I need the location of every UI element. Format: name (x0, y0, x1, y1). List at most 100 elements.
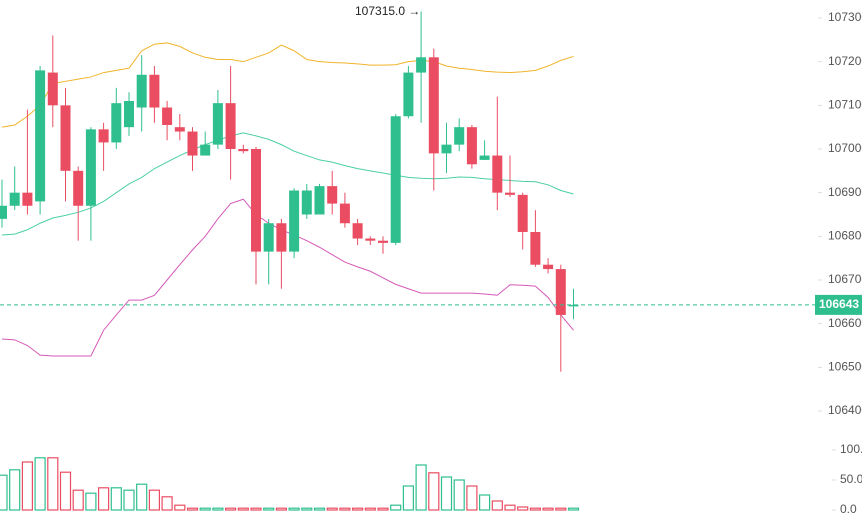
candle-body (505, 192, 515, 195)
y-tick-label: 106700 (828, 272, 862, 286)
y-tick-label: 100.0 (840, 442, 862, 456)
candle-body (111, 103, 122, 143)
candle-body (85, 129, 96, 206)
indicator-line (1, 42, 574, 128)
candle-body (390, 116, 401, 243)
volume-bar (466, 485, 478, 511)
y-tick-label: 107200 (828, 54, 862, 68)
candle-body (212, 103, 223, 145)
y-tick-label: 106500 (828, 360, 862, 374)
volume-bar (542, 507, 554, 511)
volume-bar (402, 485, 414, 511)
volume-bar (72, 489, 84, 511)
volume-bar (529, 507, 542, 511)
candle-body (35, 70, 46, 202)
candle-body (238, 149, 249, 152)
candle-body (98, 129, 109, 143)
volume-bar (352, 507, 364, 511)
candle-body (136, 74, 147, 108)
indicator-line (1, 132, 574, 236)
candle-body (174, 127, 185, 132)
y-tick-label: 107300 (828, 10, 862, 24)
candle-body (339, 203, 350, 224)
volume-bar (415, 464, 427, 511)
volume-bar (288, 507, 300, 511)
volume-bar (326, 507, 338, 511)
volume-bar (275, 507, 287, 511)
volume-bar (161, 496, 173, 511)
volume-bar (148, 489, 160, 511)
indicator-line (1, 198, 574, 357)
candle-body (441, 144, 452, 154)
volume-bar (212, 507, 224, 511)
current-price-label: 106643 (819, 297, 859, 311)
volume-bar (123, 489, 135, 511)
volume-bar (199, 507, 211, 511)
volume-bar (97, 487, 110, 511)
candle-body (187, 131, 198, 156)
y-tick-label: 106900 (828, 185, 862, 199)
candle-body (301, 190, 312, 215)
volume-bar (263, 507, 275, 511)
candle-body (149, 74, 160, 108)
volume-bar (555, 507, 567, 511)
candle-body (555, 269, 566, 315)
current-price-box (815, 294, 862, 315)
volume-bar (339, 507, 351, 511)
volume-bar (479, 494, 491, 511)
max-annotation: 107315.0 → (355, 4, 420, 18)
candle-body (466, 127, 477, 165)
volume-bar (136, 483, 148, 511)
volume-bar (313, 507, 326, 511)
candle-body (568, 304, 579, 307)
y-tick-label: 106600 (828, 316, 862, 330)
y-tick-label: 0.0 (840, 502, 857, 515)
volume-bar (364, 507, 376, 511)
volume-bar (186, 507, 199, 511)
candle-body (416, 57, 427, 73)
candle-body (352, 223, 363, 239)
volume-bar (390, 504, 402, 511)
volume-bar (250, 507, 262, 511)
candle-body (0, 205, 7, 219)
candle-body (9, 192, 20, 206)
volume-bar (85, 492, 97, 511)
volume-bar (21, 461, 33, 511)
y-tick-label: 106800 (828, 229, 862, 243)
candle-body (365, 238, 376, 241)
volume-bar (428, 472, 440, 511)
volume-bar (517, 506, 529, 511)
y-tick-label: 107000 (828, 141, 862, 155)
candle-body (60, 105, 71, 171)
candle-body (454, 127, 465, 145)
y-tick-label: 50.0 (840, 472, 862, 486)
candle-body (378, 240, 388, 243)
y-tick-label: 106400 (828, 403, 862, 417)
volume-bar (567, 507, 580, 511)
candle-body (276, 223, 287, 252)
y-tick-label: 107100 (828, 98, 862, 112)
candle-body (492, 155, 503, 193)
volume-bar (440, 476, 453, 511)
volume-bar (491, 500, 503, 511)
candle-body (403, 72, 414, 117)
volume-bar (225, 507, 237, 511)
volume-bar (34, 457, 46, 511)
candle-body (124, 100, 134, 128)
volume-bar (301, 507, 313, 511)
candle-body (47, 72, 58, 106)
candle-body (162, 107, 173, 125)
candle-body (263, 223, 274, 252)
volume-bar (237, 507, 249, 511)
volume-bar (504, 504, 516, 511)
candle-body (314, 186, 325, 215)
volume-bar (9, 469, 21, 511)
candle-body (251, 149, 261, 252)
volume-bar (110, 487, 122, 511)
volume-bar (174, 504, 186, 511)
candle-body (22, 192, 33, 206)
candle-body (479, 155, 490, 160)
candle-body (543, 264, 554, 270)
candle-body (517, 194, 528, 232)
